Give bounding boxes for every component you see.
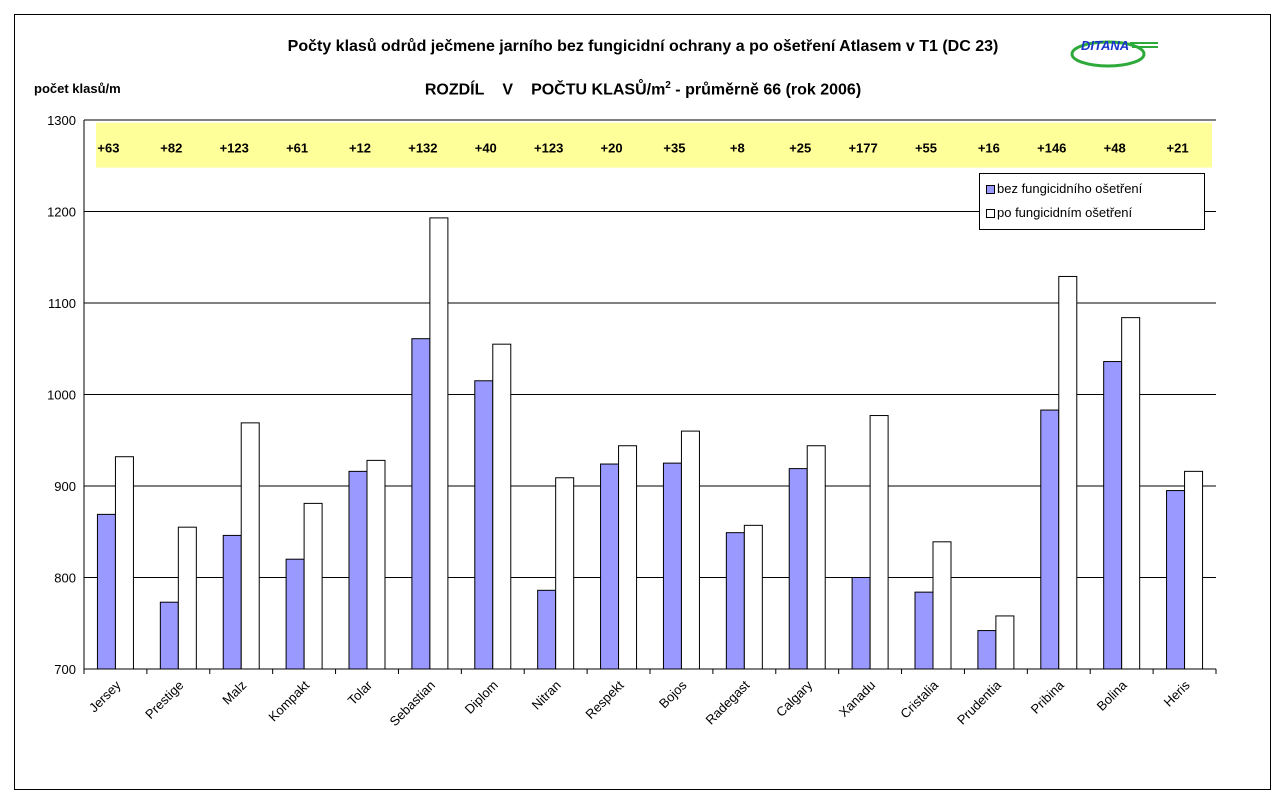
x-tick-label: Prudentia — [954, 677, 1005, 728]
x-tick-label: Xanadu — [836, 678, 878, 720]
bar-po-osetreni — [177, 526, 197, 670]
x-tick-label: Bojos — [656, 677, 690, 711]
bar-bez-osetreni — [914, 591, 934, 670]
x-tick-label: Respekt — [582, 677, 627, 722]
x-tick-label: Tolar — [345, 677, 376, 708]
x-tick-label: Nitran — [529, 678, 564, 713]
legend-item-series2: po fungicidním ošetření — [986, 204, 1132, 222]
legend-item-series1: bez fungicidního ošetření — [986, 180, 1142, 198]
difference-label: +177 — [848, 140, 877, 155]
bar-po-osetreni — [743, 524, 763, 670]
bar-bez-osetreni — [788, 468, 808, 670]
difference-band — [96, 122, 1212, 168]
subtitle-rozdil: ROZDÍL — [424, 81, 485, 99]
bar-po-osetreni — [618, 445, 638, 670]
bar-po-osetreni — [114, 456, 134, 670]
bar-po-osetreni — [240, 422, 260, 670]
bar-bez-osetreni — [1103, 361, 1123, 670]
bar-po-osetreni — [869, 415, 889, 670]
bar-bez-osetreni — [662, 462, 682, 670]
legend-label-series2: po fungicidním ošetření — [997, 205, 1133, 220]
x-tick-label: Cristalia — [897, 677, 941, 721]
chart-subtitle: ROZDÍL V POČTU KLASŮ/m2 - průměrně 66 (rok… — [0, 80, 1286, 99]
x-tick-label: Prestige — [142, 678, 186, 722]
legend-swatch-series1 — [986, 185, 995, 195]
bar-po-osetreni — [995, 615, 1015, 670]
bar-bez-osetreni — [96, 513, 116, 670]
bar-po-osetreni — [492, 343, 512, 670]
bar-po-osetreni — [366, 459, 386, 670]
bar-bez-osetreni — [348, 470, 368, 670]
x-tick-label: Malz — [219, 678, 249, 708]
bar-po-osetreni — [303, 502, 323, 670]
x-tick-label: Kompakt — [265, 677, 312, 724]
bar-po-osetreni — [806, 445, 826, 670]
difference-label: +123 — [534, 140, 563, 155]
difference-label: +55 — [915, 140, 937, 155]
x-tick-label: Jersey — [86, 677, 124, 715]
bar-bez-osetreni — [222, 534, 242, 670]
legend-swatch-series2 — [986, 209, 995, 219]
y-tick-label: 700 — [54, 662, 76, 677]
difference-label: +35 — [663, 140, 685, 155]
y-axis-label: počet klasů/m — [34, 81, 121, 96]
difference-label: +48 — [1104, 140, 1126, 155]
difference-label: +61 — [286, 140, 308, 155]
legend: bez fungicidního ošetření po fungicidním… — [979, 173, 1205, 230]
y-tick-label: 800 — [54, 571, 76, 586]
x-tick-label: Radegast — [702, 677, 752, 727]
logo-text: DITANA — [1081, 38, 1129, 53]
subtitle-poctu: POČTU KLASŮ/m — [531, 81, 666, 99]
bar-bez-osetreni — [1040, 409, 1060, 670]
bar-bez-osetreni — [851, 577, 871, 670]
bar-bez-osetreni — [474, 380, 494, 670]
difference-label: +21 — [1167, 140, 1189, 155]
subtitle-average: - průměrně 66 (rok 2006) — [670, 81, 862, 99]
bar-bez-osetreni — [600, 463, 620, 670]
bar-po-osetreni — [680, 430, 700, 670]
x-tick-label: Bolina — [1094, 677, 1131, 714]
difference-label: +132 — [408, 140, 437, 155]
x-tick-label: Heris — [1161, 677, 1193, 709]
y-tick-label: 1300 — [47, 113, 76, 128]
difference-label: +63 — [97, 140, 119, 155]
x-tick-label: Pribina — [1028, 677, 1068, 717]
subtitle-superscript: 2 — [665, 80, 671, 91]
bar-po-osetreni — [555, 477, 575, 670]
ditana-logo: DITANA — [1070, 38, 1158, 68]
difference-label: +25 — [789, 140, 811, 155]
bar-bez-osetreni — [977, 630, 997, 670]
y-tick-label: 1200 — [47, 205, 76, 220]
bar-bez-osetreni — [285, 558, 305, 670]
y-tick-label: 1000 — [47, 388, 76, 403]
difference-label: +146 — [1037, 140, 1066, 155]
bar-po-osetreni — [1184, 470, 1204, 670]
logo-swoosh — [1070, 40, 1146, 68]
bar-bez-osetreni — [537, 589, 557, 670]
y-tick-label: 1100 — [48, 296, 76, 311]
difference-label: +40 — [475, 140, 497, 155]
bar-po-osetreni — [932, 541, 952, 670]
legend-label-series1: bez fungicidního ošetření — [997, 181, 1143, 196]
bar-po-osetreni — [1121, 317, 1141, 670]
bar-bez-osetreni — [411, 338, 431, 670]
bar-po-osetreni — [1058, 275, 1078, 670]
bar-bez-osetreni — [1166, 490, 1186, 670]
bar-bez-osetreni — [159, 601, 179, 670]
bar-po-osetreni — [429, 217, 449, 670]
difference-label: +12 — [349, 140, 371, 155]
x-tick-label: Sebastian — [387, 678, 438, 729]
difference-label: +20 — [601, 140, 623, 155]
difference-label: +82 — [160, 140, 182, 155]
difference-label: +16 — [978, 140, 1000, 155]
x-tick-label: Diplom — [462, 678, 501, 717]
subtitle-v: V — [502, 81, 514, 99]
difference-label: +8 — [730, 140, 745, 155]
y-tick-label: 900 — [54, 479, 76, 494]
chart-title: Počty klasů odrůd ječmene jarního bez fu… — [287, 38, 999, 55]
difference-label: +123 — [220, 140, 249, 155]
x-tick-label: Calgary — [773, 677, 816, 720]
bar-bez-osetreni — [725, 532, 745, 670]
